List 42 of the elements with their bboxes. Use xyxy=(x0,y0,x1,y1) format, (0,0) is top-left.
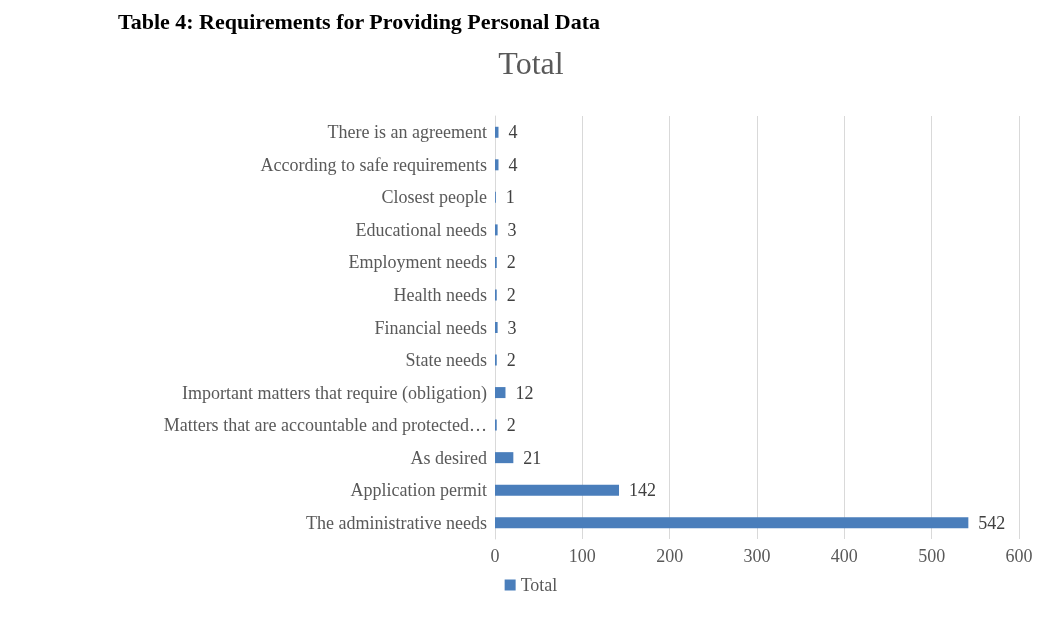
x-tick-label: 600 xyxy=(1005,546,1033,566)
y-tick-label: Employment needs xyxy=(348,252,487,273)
y-tick-label: Closest people xyxy=(381,187,487,208)
bar xyxy=(495,484,620,496)
chart-title: Total xyxy=(498,45,564,81)
y-tick-label: Application permit xyxy=(350,480,487,501)
y-tick-label: Financial needs xyxy=(374,317,487,338)
data-label: 1 xyxy=(505,187,515,208)
y-tick-label: There is an agreement xyxy=(327,122,487,143)
x-tick-label: 100 xyxy=(568,546,596,566)
y-tick-label: Educational needs xyxy=(355,219,487,240)
data-label: 142 xyxy=(629,480,657,501)
y-tick-label: Matters that are accountable and protected… xyxy=(163,415,487,436)
y-tick-label: As desired xyxy=(410,447,487,468)
data-label: 3 xyxy=(507,219,517,240)
data-label: 4 xyxy=(508,122,518,143)
data-label: 2 xyxy=(506,350,516,371)
bar xyxy=(495,387,506,399)
x-tick-label: 300 xyxy=(743,546,771,566)
bar xyxy=(495,517,969,529)
y-tick-label: Health needs xyxy=(393,284,487,305)
y-tick-label: State needs xyxy=(405,350,487,371)
y-tick-label: Important matters that require (obligation) xyxy=(182,382,487,404)
bar xyxy=(495,224,498,236)
x-tick-label: 0 xyxy=(490,546,500,566)
data-label: 2 xyxy=(506,284,516,305)
y-tick-label: The administrative needs xyxy=(306,512,487,533)
data-label: 2 xyxy=(506,252,516,273)
y-tick-label: According to safe requirements xyxy=(260,154,487,175)
data-label: 3 xyxy=(507,317,517,338)
x-tick-label: 500 xyxy=(918,546,946,566)
bar xyxy=(495,322,498,333)
caption: Table 4: Requirements for Providing Personal Data xyxy=(118,8,600,34)
data-label: 2 xyxy=(506,415,516,436)
data-label: 542 xyxy=(978,512,1006,533)
data-label: 4 xyxy=(508,154,518,175)
x-tick-label: 400 xyxy=(830,546,858,566)
data-label: 12 xyxy=(515,382,534,403)
data-label: 21 xyxy=(523,447,542,468)
legend-label: Total xyxy=(520,575,558,595)
x-tick-label: 200 xyxy=(656,546,684,566)
bar xyxy=(495,452,514,464)
